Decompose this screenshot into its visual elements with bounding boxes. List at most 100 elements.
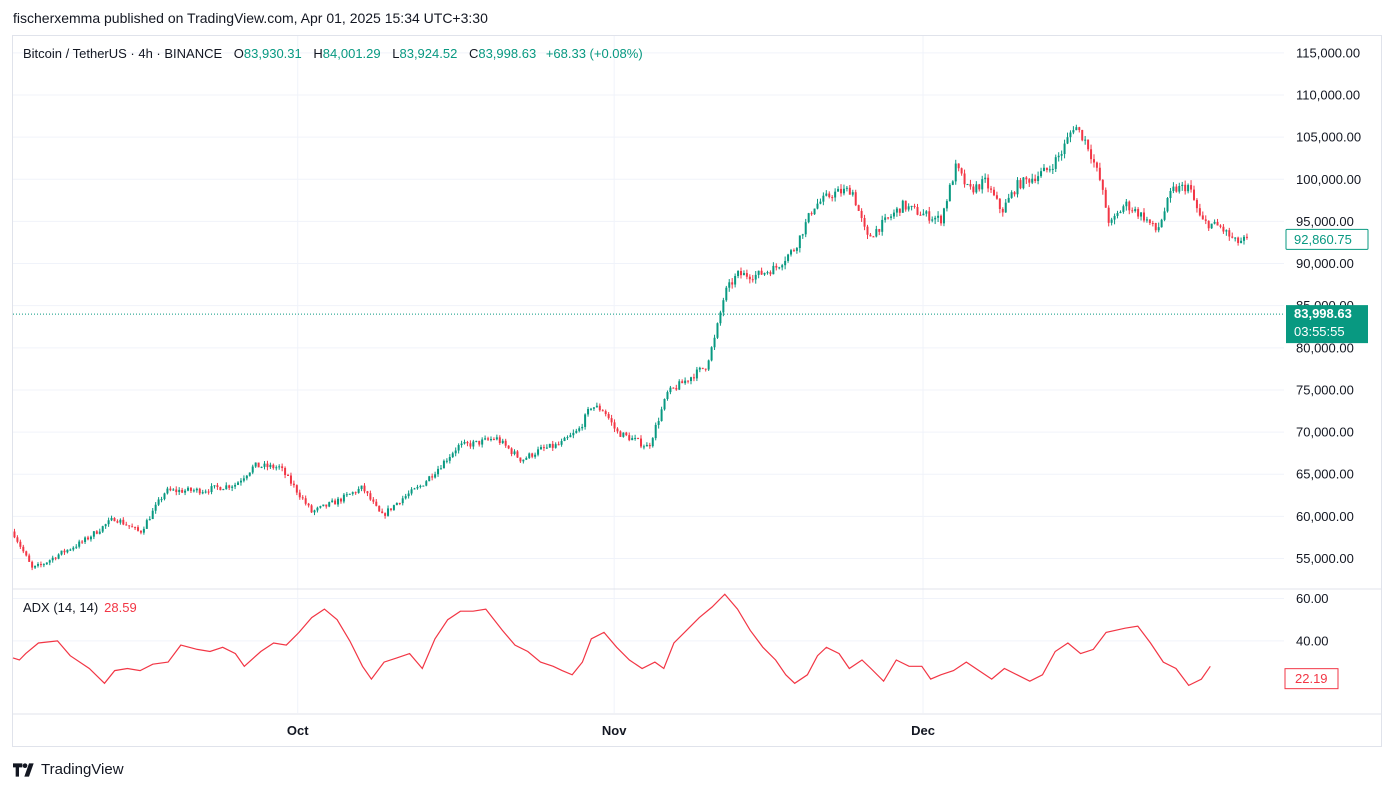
candle	[139, 530, 142, 535]
candle	[257, 462, 260, 468]
candle-body	[1154, 223, 1157, 231]
candle-body	[919, 214, 922, 216]
candle	[707, 359, 710, 371]
candle-body	[92, 531, 95, 537]
candle	[954, 159, 957, 185]
candle-body	[737, 270, 740, 277]
candle	[645, 442, 648, 447]
candle-body	[451, 453, 454, 458]
candle	[481, 437, 484, 448]
candle-body	[475, 440, 478, 442]
candle	[339, 497, 342, 504]
indicator-name[interactable]: ADX (14, 14)	[23, 600, 99, 615]
candle	[1187, 183, 1190, 194]
candle	[1119, 210, 1122, 214]
candle-body	[104, 524, 107, 527]
chart-frame[interactable]	[12, 35, 1382, 747]
candle-body	[60, 550, 63, 555]
candle	[189, 487, 192, 493]
candle	[1072, 126, 1075, 135]
candle-body	[898, 208, 901, 213]
candle-body	[716, 323, 719, 338]
candle	[1204, 215, 1207, 225]
candle	[454, 447, 457, 457]
footer-brand[interactable]: TradingView	[13, 761, 124, 778]
symbol-legend[interactable]: Bitcoin / TetherUS · 4h · BINANCE O83,93…	[23, 46, 643, 61]
candle	[834, 188, 837, 202]
candle-body	[748, 276, 751, 280]
candle-body	[151, 510, 154, 520]
candle-body	[416, 486, 419, 489]
candle-body	[690, 377, 693, 382]
candle-body	[1107, 207, 1110, 223]
candle-body	[845, 187, 848, 189]
candle	[987, 174, 990, 193]
candle	[119, 518, 122, 525]
candle-body	[713, 337, 716, 348]
price-tick-label: 110,000.00	[1296, 87, 1360, 102]
high-label: H	[313, 46, 323, 61]
candle	[942, 207, 945, 227]
candle	[781, 263, 784, 271]
price-tick-label: 80,000.00	[1296, 340, 1354, 355]
candle-body	[345, 494, 348, 496]
candle	[907, 203, 910, 212]
candle	[722, 297, 725, 317]
candle-body	[498, 437, 501, 444]
candle	[648, 442, 651, 449]
candle	[1095, 161, 1098, 172]
candle	[31, 560, 34, 571]
candle-body	[878, 229, 881, 232]
candle	[401, 495, 404, 506]
candle	[787, 253, 790, 263]
candle-body	[528, 453, 531, 458]
candle-body	[95, 531, 98, 534]
candle	[16, 535, 19, 544]
candle-body	[637, 437, 640, 439]
candle-body	[913, 205, 916, 208]
candle	[1240, 237, 1243, 244]
candle	[137, 525, 140, 532]
candle-body	[257, 462, 260, 468]
candle	[484, 435, 487, 441]
candle	[204, 489, 207, 494]
candle-body	[219, 487, 222, 491]
candle	[345, 492, 348, 498]
candle	[531, 452, 534, 459]
candle-body	[763, 272, 766, 275]
candle-body	[272, 464, 275, 469]
candle-body	[225, 485, 228, 490]
candle	[748, 274, 751, 284]
candle-body	[969, 184, 972, 187]
candle	[413, 487, 416, 490]
candle-body	[501, 440, 504, 444]
candle-body	[810, 213, 813, 215]
candle	[848, 185, 851, 195]
candle	[754, 271, 757, 284]
candle-body	[1016, 180, 1019, 195]
symbol-title[interactable]: Bitcoin / TetherUS · 4h · BINANCE	[23, 46, 223, 61]
candle-body	[848, 187, 851, 195]
candle-body	[772, 265, 775, 275]
candle	[1157, 222, 1160, 233]
candle-body	[228, 485, 231, 488]
candle-body	[645, 444, 648, 447]
candle	[357, 486, 360, 494]
candle-body	[545, 447, 548, 449]
candle	[1081, 129, 1084, 142]
candle-body	[437, 468, 440, 475]
candle-body	[1104, 189, 1107, 208]
candle	[1110, 217, 1113, 226]
candle	[78, 539, 81, 549]
candle-body	[319, 506, 322, 508]
candle	[1122, 204, 1125, 214]
indicator-legend[interactable]: ADX (14, 14) 28.59	[23, 600, 137, 615]
candle-body	[563, 437, 566, 442]
candle	[298, 489, 301, 500]
candle	[489, 436, 492, 442]
candle-body	[751, 279, 754, 281]
candle	[563, 436, 566, 442]
candle-body	[663, 399, 666, 410]
candle-body	[519, 457, 522, 462]
